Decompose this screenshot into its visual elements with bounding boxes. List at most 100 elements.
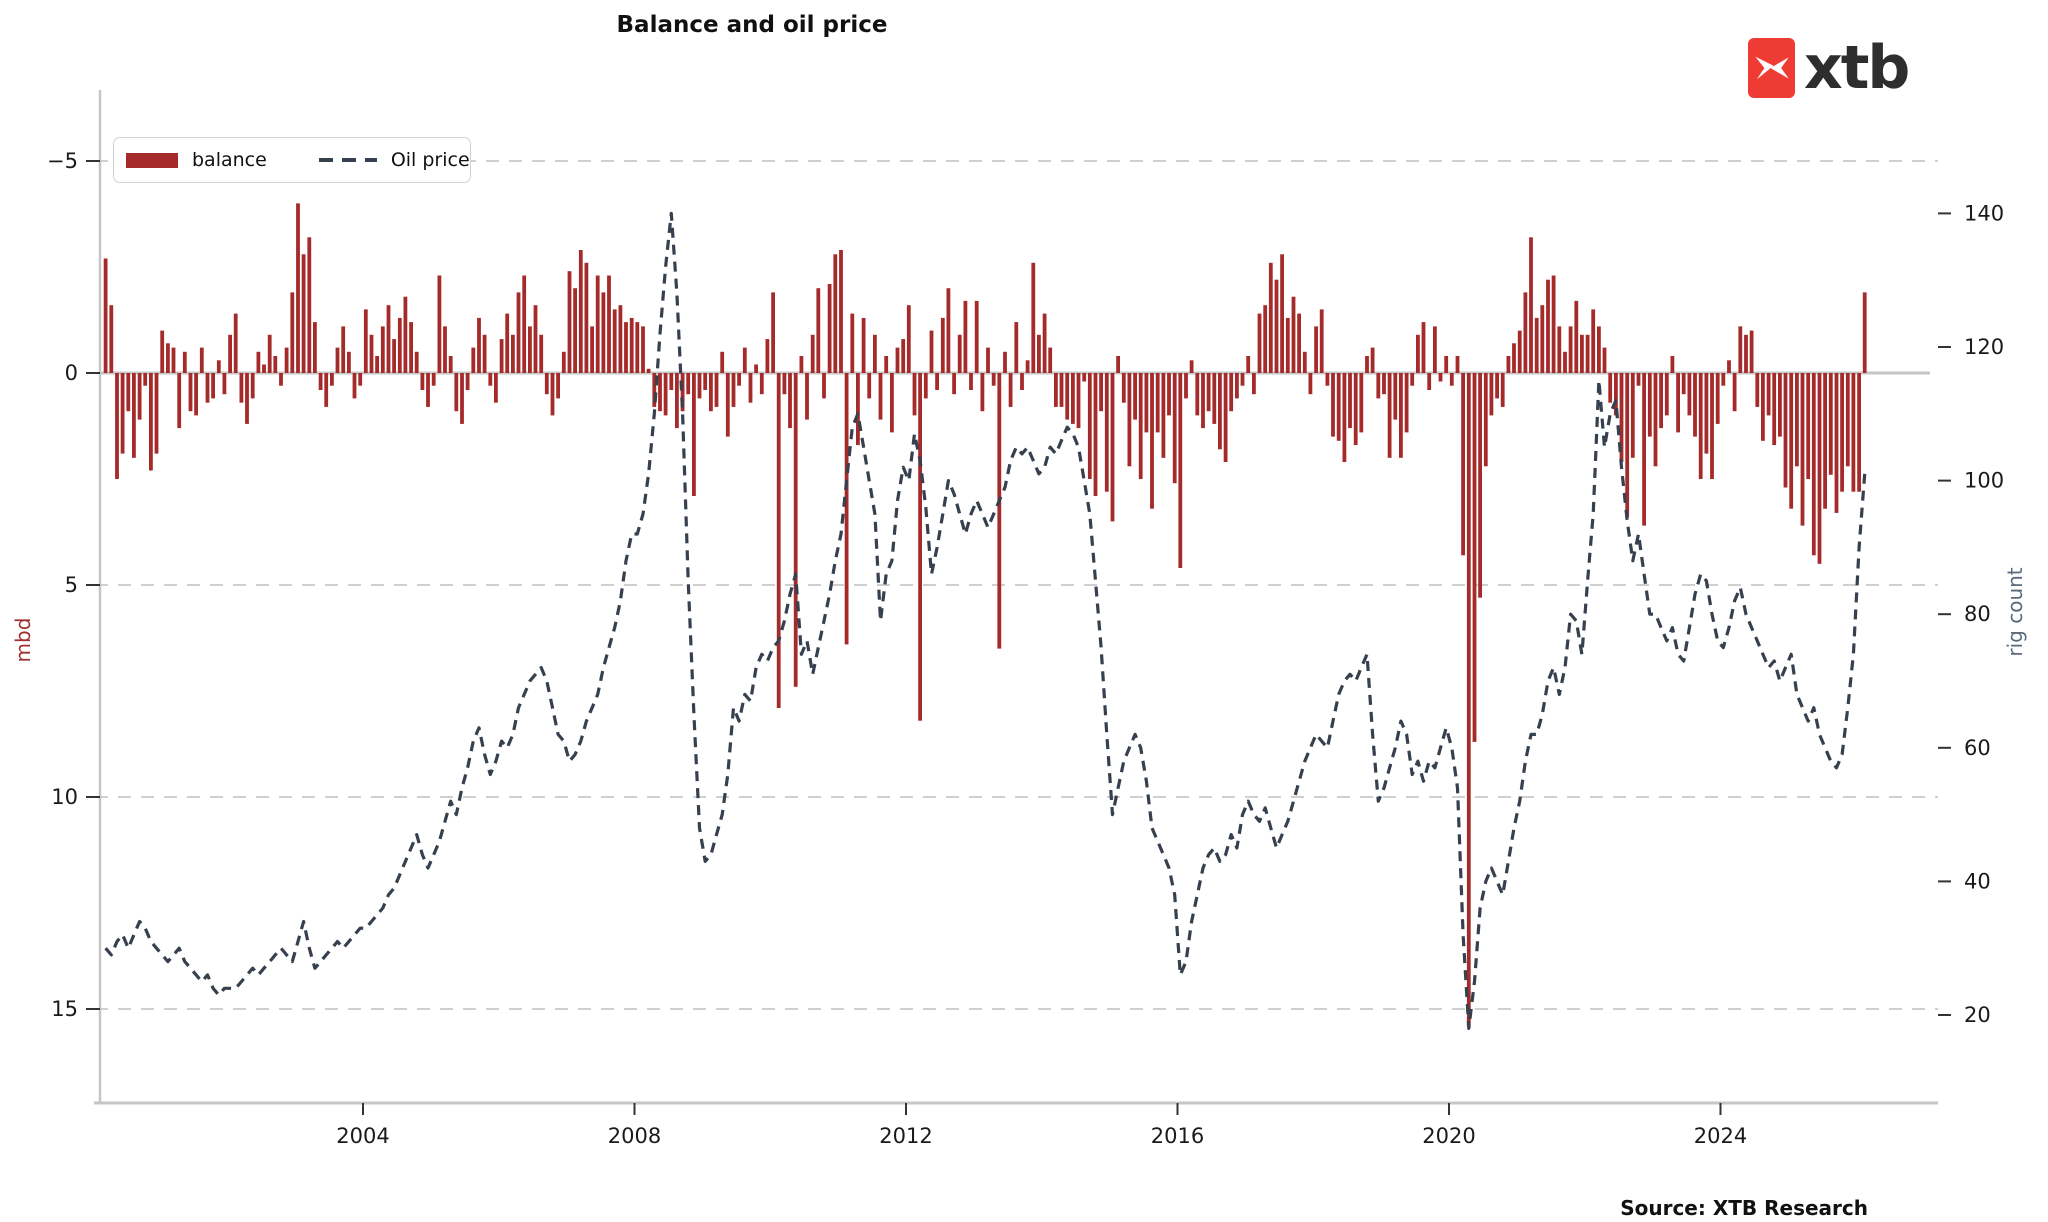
balance-bar (629, 317, 634, 373)
balance-bar (1478, 373, 1482, 598)
xtb-logo-text: xtb (1804, 33, 1910, 103)
balance-bar (1681, 373, 1686, 395)
balance-bar (1630, 373, 1635, 458)
balance-bar (714, 373, 719, 407)
balance-bar (550, 373, 555, 416)
balance-bar (1291, 296, 1296, 373)
balance-bar (1127, 373, 1132, 467)
left-tick-label: 5 (65, 573, 78, 597)
balance-bar (624, 322, 628, 373)
balance-bar (1116, 356, 1120, 373)
balance-bar (290, 292, 295, 373)
balance-bar (1104, 373, 1109, 492)
balance-bar (827, 284, 832, 373)
balance-bar (901, 339, 906, 373)
balance-bar (646, 368, 651, 373)
balance-bar (759, 373, 764, 395)
balance-bar (471, 347, 476, 373)
balance-bar (414, 351, 419, 373)
balance-bar (561, 351, 566, 373)
balance-bar (171, 347, 176, 373)
balance-bar (1376, 373, 1381, 399)
balance-bar (1614, 373, 1618, 416)
balance-bar (1059, 373, 1064, 407)
right-tick-label: 140 (1964, 201, 2004, 225)
balance-bar (822, 373, 826, 399)
balance-bar (1529, 237, 1533, 373)
balance-bar (1636, 373, 1641, 386)
balance-bar (590, 326, 594, 373)
balance-bar (115, 373, 119, 479)
balance-bar (725, 373, 730, 437)
balance-bar (1512, 343, 1516, 373)
balance-bar (511, 334, 515, 373)
balance-bar (363, 309, 368, 373)
balance-bar (460, 373, 464, 424)
balance-bar (1087, 373, 1092, 479)
balance-bar (658, 373, 662, 412)
balance-bar (239, 373, 244, 403)
balance-bar (1020, 373, 1024, 390)
balance-bar (595, 275, 600, 373)
balance-bar (1670, 356, 1675, 373)
balance-bar (267, 334, 272, 373)
balance-bar (1710, 373, 1714, 479)
balance-bar (1738, 326, 1743, 373)
balance-bar (1721, 373, 1726, 386)
axis-ticks-and-labels: −5 0 5 10 15 20 40 60 80 100 120 140 2004 2008 2012 201… (47, 149, 2004, 1148)
balance-bar (1625, 373, 1630, 518)
balance-bar (1834, 373, 1839, 513)
balance-bar (963, 300, 968, 373)
balance-bar (1483, 373, 1488, 467)
balance-bar (1178, 373, 1183, 568)
balance-bar (906, 305, 911, 373)
balance-bar (330, 373, 334, 386)
balance-bar (528, 326, 532, 373)
balance-bar (499, 339, 504, 373)
right-axis-label: rig count (2003, 567, 2027, 656)
balance-bar (397, 317, 402, 373)
balance-bar (262, 364, 266, 373)
balance-bar (748, 373, 753, 403)
balance-bar (1071, 373, 1075, 424)
balance-bar (166, 343, 170, 373)
balance-bar (890, 373, 894, 433)
balance-bar (1851, 373, 1856, 492)
balance-bar (1263, 305, 1268, 373)
balance-bar (533, 305, 538, 373)
balance-bar (143, 373, 148, 386)
balance-bar (1619, 373, 1624, 462)
balance-bar (539, 334, 544, 373)
balance-bar (923, 373, 928, 399)
balance-bar (686, 373, 691, 395)
balance-bar (929, 330, 934, 373)
balance-bar (1580, 334, 1584, 373)
right-tick-label: 120 (1964, 335, 2004, 359)
balance-bar (850, 313, 855, 373)
legend-oil-dash-icon (318, 158, 377, 162)
balance-bar (1246, 356, 1251, 373)
balance-bar (601, 292, 606, 373)
left-tick-label: 10 (51, 785, 78, 809)
balance-bar (477, 317, 481, 373)
balance-bar (431, 373, 436, 386)
balance-bar (1331, 373, 1335, 437)
balance-bar (307, 237, 312, 373)
balance-bar (1121, 373, 1126, 403)
balance-bar (635, 322, 640, 373)
balance-bar (1466, 373, 1471, 1026)
balance-bar (1240, 373, 1245, 386)
balance-bar (952, 373, 956, 395)
balance-bar (957, 334, 962, 373)
balance-bar (1325, 373, 1330, 386)
balance-bar (1184, 373, 1188, 399)
balance-bar (1862, 292, 1867, 373)
balance-bar (132, 373, 136, 458)
balance-bar (505, 313, 510, 373)
balance-bar (296, 203, 300, 373)
balance-bar (1461, 373, 1465, 556)
balance-bar (1382, 373, 1386, 395)
balance-bar (228, 334, 232, 373)
balance-bar (1857, 373, 1861, 492)
balance-bar (1455, 356, 1460, 373)
